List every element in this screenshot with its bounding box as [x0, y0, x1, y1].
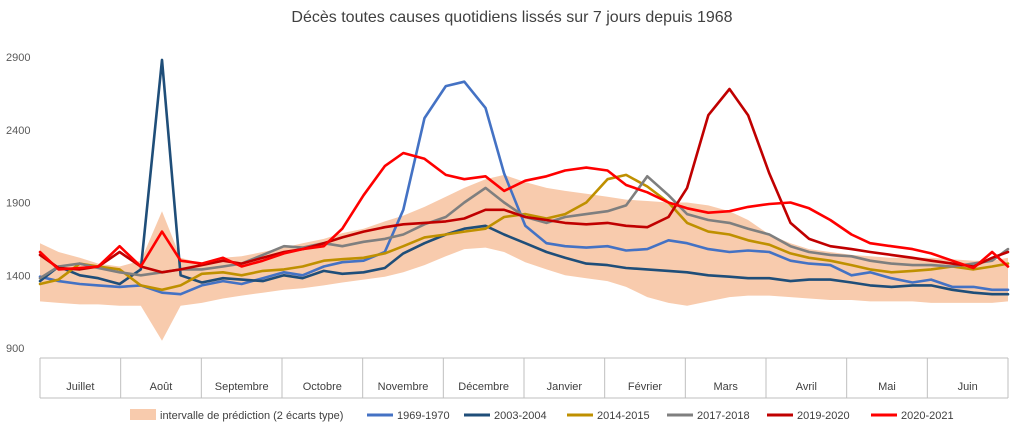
- month-label-Janvier: Janvier: [547, 381, 583, 393]
- prediction-band-layer: [40, 174, 1008, 341]
- y-tick-label-900: 900: [6, 343, 24, 355]
- y-tick-label-2400: 2400: [6, 125, 30, 137]
- legend-label-2020-2021: 2020-2021: [901, 410, 954, 422]
- series-line-2019-2020: [38, 87, 1010, 274]
- month-label-Février: Février: [628, 381, 663, 393]
- series-line-1969-1970: [38, 80, 1010, 296]
- month-label-Novembre: Novembre: [378, 381, 429, 393]
- legend: intervalle de prédiction (2 écarts type)…: [130, 409, 954, 422]
- series-line-2003-2004: [38, 58, 1010, 296]
- legend-label-2017-2018: 2017-2018: [697, 410, 750, 422]
- chart-title: Décès toutes causes quotidiens lissés su…: [291, 9, 732, 26]
- month-label-Septembre: Septembre: [215, 381, 269, 393]
- y-tick-label-2900: 2900: [6, 52, 30, 64]
- month-label-Mars: Mars: [713, 381, 738, 393]
- series-line-2014-2015: [38, 173, 1010, 292]
- month-label-Octobre: Octobre: [303, 381, 342, 393]
- month-label-Août: Août: [150, 381, 173, 393]
- y-tick-label-1400: 1400: [6, 270, 30, 282]
- legend-label-2019-2020: 2019-2020: [797, 410, 850, 422]
- month-label-Avril: Avril: [796, 381, 817, 393]
- month-label-Mai: Mai: [878, 381, 896, 393]
- month-label-Juillet: Juillet: [66, 381, 94, 393]
- y-tick-label-1900: 1900: [6, 198, 30, 210]
- legend-label-intervalle de prédiction (2 écarts type): intervalle de prédiction (2 écarts type): [160, 410, 343, 422]
- month-label-Décembre: Décembre: [458, 381, 509, 393]
- legend-label-1969-1970: 1969-1970: [397, 410, 450, 422]
- legend-swatch-band: [130, 409, 156, 420]
- month-labels: Juillet Août Septembre Octobre Novembre Décem…: [39, 358, 1009, 398]
- series-line-2020-2021: [38, 151, 1010, 271]
- prediction-band: [40, 174, 1008, 341]
- legend-label-2003-2004: 2003-2004: [494, 410, 547, 422]
- month-label-Juin: Juin: [958, 381, 978, 393]
- legend-label-2014-2015: 2014-2015: [597, 410, 650, 422]
- series-layer: [38, 58, 1010, 296]
